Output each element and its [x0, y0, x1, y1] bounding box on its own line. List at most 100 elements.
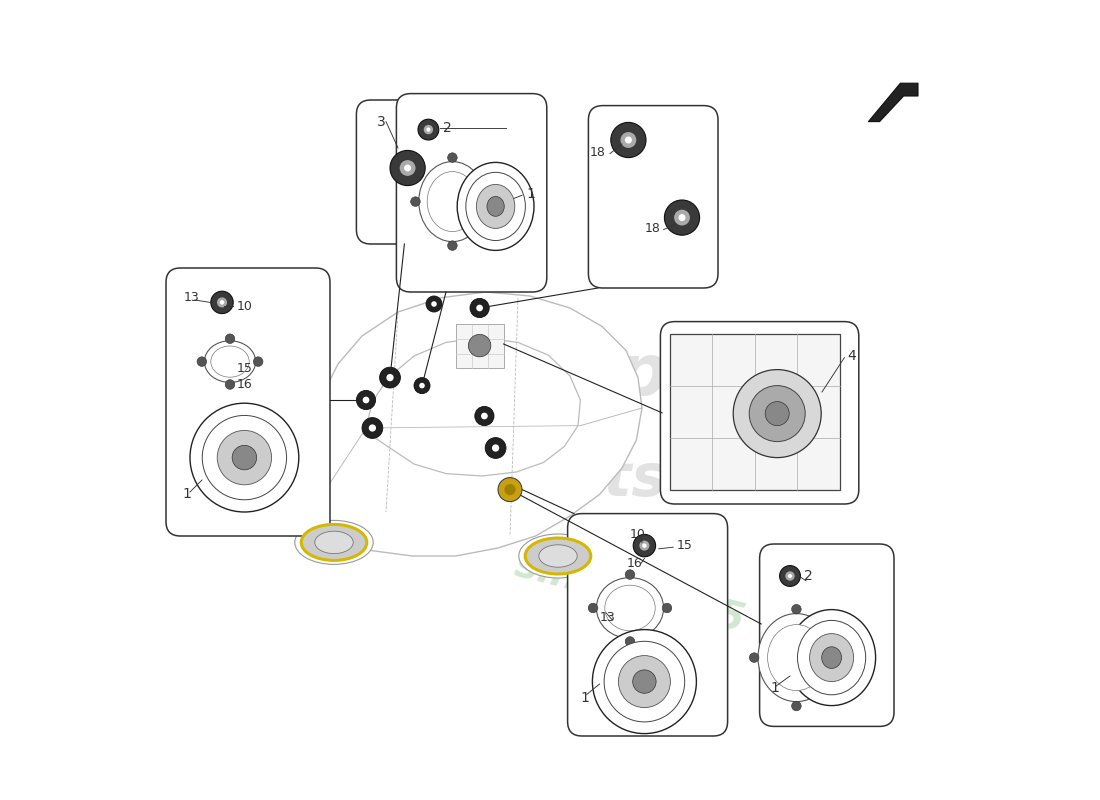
- Circle shape: [226, 334, 234, 343]
- Circle shape: [785, 571, 794, 581]
- Circle shape: [424, 125, 433, 134]
- Circle shape: [399, 160, 416, 176]
- Circle shape: [766, 402, 789, 426]
- Circle shape: [498, 478, 522, 502]
- Text: 1: 1: [581, 690, 590, 705]
- Ellipse shape: [525, 538, 591, 574]
- Text: 18: 18: [645, 222, 660, 234]
- Circle shape: [639, 541, 649, 550]
- FancyBboxPatch shape: [396, 94, 547, 292]
- Ellipse shape: [427, 172, 477, 232]
- Circle shape: [674, 210, 690, 226]
- Ellipse shape: [604, 642, 684, 722]
- Ellipse shape: [232, 446, 256, 470]
- Circle shape: [664, 200, 700, 235]
- FancyBboxPatch shape: [356, 100, 454, 244]
- Text: 3: 3: [377, 114, 386, 129]
- Text: 15: 15: [676, 539, 692, 552]
- Bar: [670, 334, 839, 490]
- Circle shape: [448, 153, 458, 162]
- Text: 10: 10: [630, 528, 646, 541]
- Circle shape: [792, 605, 801, 614]
- Circle shape: [379, 367, 400, 388]
- Circle shape: [788, 574, 792, 578]
- Circle shape: [734, 370, 822, 458]
- Circle shape: [834, 653, 844, 662]
- Text: 1: 1: [182, 487, 191, 502]
- Text: europ: europ: [431, 342, 669, 410]
- Ellipse shape: [301, 525, 366, 560]
- Circle shape: [362, 418, 383, 438]
- Ellipse shape: [539, 545, 578, 567]
- Circle shape: [780, 566, 801, 586]
- Text: 15: 15: [236, 362, 252, 374]
- FancyBboxPatch shape: [660, 322, 859, 504]
- Circle shape: [363, 397, 370, 403]
- Bar: [455, 324, 504, 368]
- Ellipse shape: [476, 184, 515, 229]
- Circle shape: [679, 214, 685, 221]
- Circle shape: [386, 374, 394, 382]
- Text: 4: 4: [848, 349, 856, 363]
- Circle shape: [418, 119, 439, 140]
- Ellipse shape: [593, 630, 696, 734]
- Text: since 1985: since 1985: [512, 545, 749, 639]
- Polygon shape: [366, 338, 581, 476]
- Text: 16: 16: [627, 557, 642, 570]
- Ellipse shape: [618, 656, 670, 708]
- Ellipse shape: [596, 578, 663, 638]
- Text: 1: 1: [770, 681, 779, 695]
- Ellipse shape: [810, 634, 854, 682]
- Ellipse shape: [202, 415, 287, 500]
- Circle shape: [662, 603, 672, 613]
- Polygon shape: [868, 83, 918, 122]
- Ellipse shape: [487, 197, 504, 216]
- Circle shape: [431, 301, 437, 306]
- Circle shape: [475, 406, 494, 426]
- Text: 16: 16: [236, 378, 252, 390]
- Circle shape: [485, 438, 506, 458]
- Circle shape: [217, 298, 227, 307]
- Ellipse shape: [465, 172, 526, 241]
- Circle shape: [253, 357, 263, 366]
- Ellipse shape: [211, 346, 250, 378]
- Circle shape: [226, 380, 234, 390]
- Circle shape: [390, 150, 426, 186]
- Circle shape: [792, 701, 801, 710]
- Ellipse shape: [419, 162, 486, 242]
- Circle shape: [481, 413, 487, 419]
- Circle shape: [469, 334, 491, 357]
- Ellipse shape: [458, 162, 534, 250]
- Polygon shape: [268, 434, 287, 516]
- Circle shape: [492, 444, 499, 452]
- Circle shape: [610, 122, 646, 158]
- Circle shape: [427, 127, 430, 132]
- Text: a parts: a parts: [433, 451, 667, 509]
- FancyBboxPatch shape: [588, 106, 718, 288]
- Ellipse shape: [605, 586, 656, 630]
- Circle shape: [749, 386, 805, 442]
- Circle shape: [505, 484, 516, 495]
- Ellipse shape: [768, 625, 825, 690]
- Circle shape: [642, 543, 647, 548]
- Polygon shape: [298, 292, 642, 556]
- Circle shape: [588, 603, 597, 613]
- Circle shape: [426, 296, 442, 312]
- Circle shape: [634, 534, 656, 557]
- Circle shape: [625, 570, 635, 579]
- Ellipse shape: [758, 614, 835, 702]
- Ellipse shape: [295, 520, 373, 565]
- Ellipse shape: [788, 610, 876, 706]
- FancyBboxPatch shape: [760, 544, 894, 726]
- Circle shape: [197, 357, 207, 366]
- Text: 13: 13: [184, 291, 199, 304]
- Ellipse shape: [217, 430, 272, 485]
- Ellipse shape: [205, 341, 255, 382]
- Circle shape: [476, 305, 483, 311]
- FancyBboxPatch shape: [166, 268, 330, 536]
- Circle shape: [625, 637, 635, 646]
- Text: 10: 10: [236, 300, 252, 313]
- Text: 2: 2: [804, 569, 813, 583]
- Circle shape: [211, 291, 233, 314]
- Text: 18: 18: [590, 146, 606, 158]
